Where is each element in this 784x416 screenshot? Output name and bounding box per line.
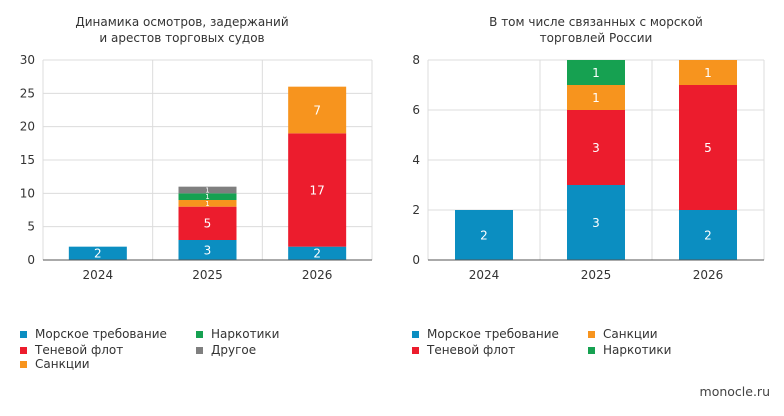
data-label: 1: [704, 66, 712, 80]
data-label: 5: [204, 217, 212, 231]
legend-label: Морское требование: [427, 327, 559, 341]
legend-label: Санкции: [603, 327, 658, 341]
data-label: 1: [592, 66, 600, 80]
legend-swatch: [588, 346, 595, 354]
y-tick-label: 0: [27, 253, 35, 267]
chart-russian-trade-related: В том числе связанных с морской торговлей…: [412, 15, 765, 300]
chart-title-line: торговлей России: [540, 31, 653, 45]
legend-label: Морское требование: [35, 327, 167, 341]
legend-item: Другое: [196, 343, 256, 357]
data-label: 5: [704, 141, 712, 155]
data-label: 2: [313, 247, 321, 261]
bar-segment: [288, 133, 347, 247]
data-label: 3: [592, 141, 600, 155]
bar-segment: [679, 85, 737, 210]
y-tick-label: 15: [20, 153, 35, 167]
x-tick-label: 2025: [581, 268, 612, 282]
legend-label: Наркотики: [603, 343, 672, 357]
data-label: 2: [480, 228, 488, 242]
chart-title: В том числе связанных с морской торговлей…: [489, 15, 703, 45]
x-tick-label: 2024: [83, 268, 114, 282]
y-tick-label: 30: [20, 53, 35, 67]
chart-title-line: и арестов торговых судов: [99, 31, 264, 45]
bar-segment: [288, 246, 347, 260]
legend-label: Наркотики: [211, 327, 280, 341]
legend-item: Санкции: [20, 357, 90, 371]
bar-segment: [567, 60, 625, 85]
legend-item: Теневой флот: [412, 343, 515, 357]
y-tick-label: 4: [412, 153, 420, 167]
unit-label: ед.: [412, 296, 432, 300]
bar-segment: [178, 186, 237, 194]
y-tick-label: 0: [412, 253, 420, 267]
y-tick-label: 20: [20, 120, 35, 134]
chart-inspections-detentions: Динамика осмотров, задержаний и арестов т…: [20, 15, 373, 300]
data-label: 7: [313, 103, 321, 117]
bar-segment: [178, 200, 237, 207]
legend-swatch: [196, 346, 203, 354]
x-tick-label: 2024: [469, 268, 500, 282]
legend-swatch: [20, 346, 27, 354]
legend-label: Санкции: [35, 357, 90, 371]
data-label: 1: [205, 200, 209, 208]
data-label: 17: [310, 183, 325, 197]
bar-segment: [455, 210, 513, 260]
x-tick-label: 2026: [302, 268, 333, 282]
bar-segment: [178, 206, 237, 240]
legend-swatch: [588, 330, 595, 338]
legend-item: Морское требование: [412, 327, 559, 341]
legend-swatch: [20, 360, 27, 368]
legend-swatch: [412, 346, 419, 354]
legend-label: Теневой флот: [35, 343, 124, 357]
legend-item: Теневой флот: [20, 343, 123, 357]
data-label: 1: [205, 187, 209, 195]
x-tick-label: 2025: [192, 268, 223, 282]
y-tick-label: 10: [20, 186, 35, 200]
bar-segment: [567, 110, 625, 185]
legend-item: Наркотики: [196, 327, 279, 341]
bar-segment: [679, 210, 737, 260]
y-tick-label: 2: [412, 203, 420, 217]
data-label: 1: [592, 91, 600, 105]
legend-item: Санкции: [588, 327, 658, 341]
y-tick-label: 8: [412, 53, 420, 67]
legend-label: Другое: [211, 343, 257, 357]
legend-swatch: [20, 330, 27, 338]
chart-title-line: В том числе связанных с морской: [489, 15, 703, 29]
data-label: 2: [94, 247, 102, 261]
bar-segment: [679, 60, 737, 85]
bar-segment: [567, 185, 625, 260]
unit-label: ед.: [20, 296, 40, 300]
bar-segment: [68, 246, 127, 260]
legend-item: Наркотики: [588, 343, 671, 357]
bar-segment: [178, 193, 237, 200]
bar-segment: [178, 240, 237, 260]
y-tick-label: 25: [20, 86, 35, 100]
legend-item: Морское требование: [20, 327, 167, 341]
source-credit: monocle.ru: [699, 384, 770, 399]
chart-title: Динамика осмотров, задержаний и арестов т…: [75, 15, 288, 45]
x-tick-label: 2026: [693, 268, 724, 282]
y-tick-label: 6: [412, 103, 420, 117]
bar-segment: [288, 86, 347, 134]
bar-segment: [567, 85, 625, 110]
legend-swatch: [196, 330, 203, 338]
data-label: 2: [704, 228, 712, 242]
legend-label: Теневой флот: [427, 343, 516, 357]
data-label: 3: [592, 216, 600, 230]
chart-title-line: Динамика осмотров, задержаний: [75, 15, 288, 29]
legend-swatch: [412, 330, 419, 338]
data-label: 3: [204, 243, 212, 257]
y-tick-label: 5: [27, 220, 35, 234]
data-label: 1: [205, 193, 209, 201]
